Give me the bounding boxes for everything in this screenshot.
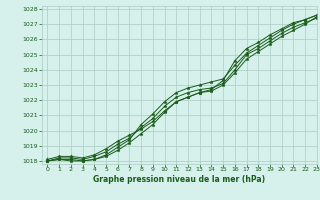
X-axis label: Graphe pression niveau de la mer (hPa): Graphe pression niveau de la mer (hPa) (93, 175, 265, 184)
